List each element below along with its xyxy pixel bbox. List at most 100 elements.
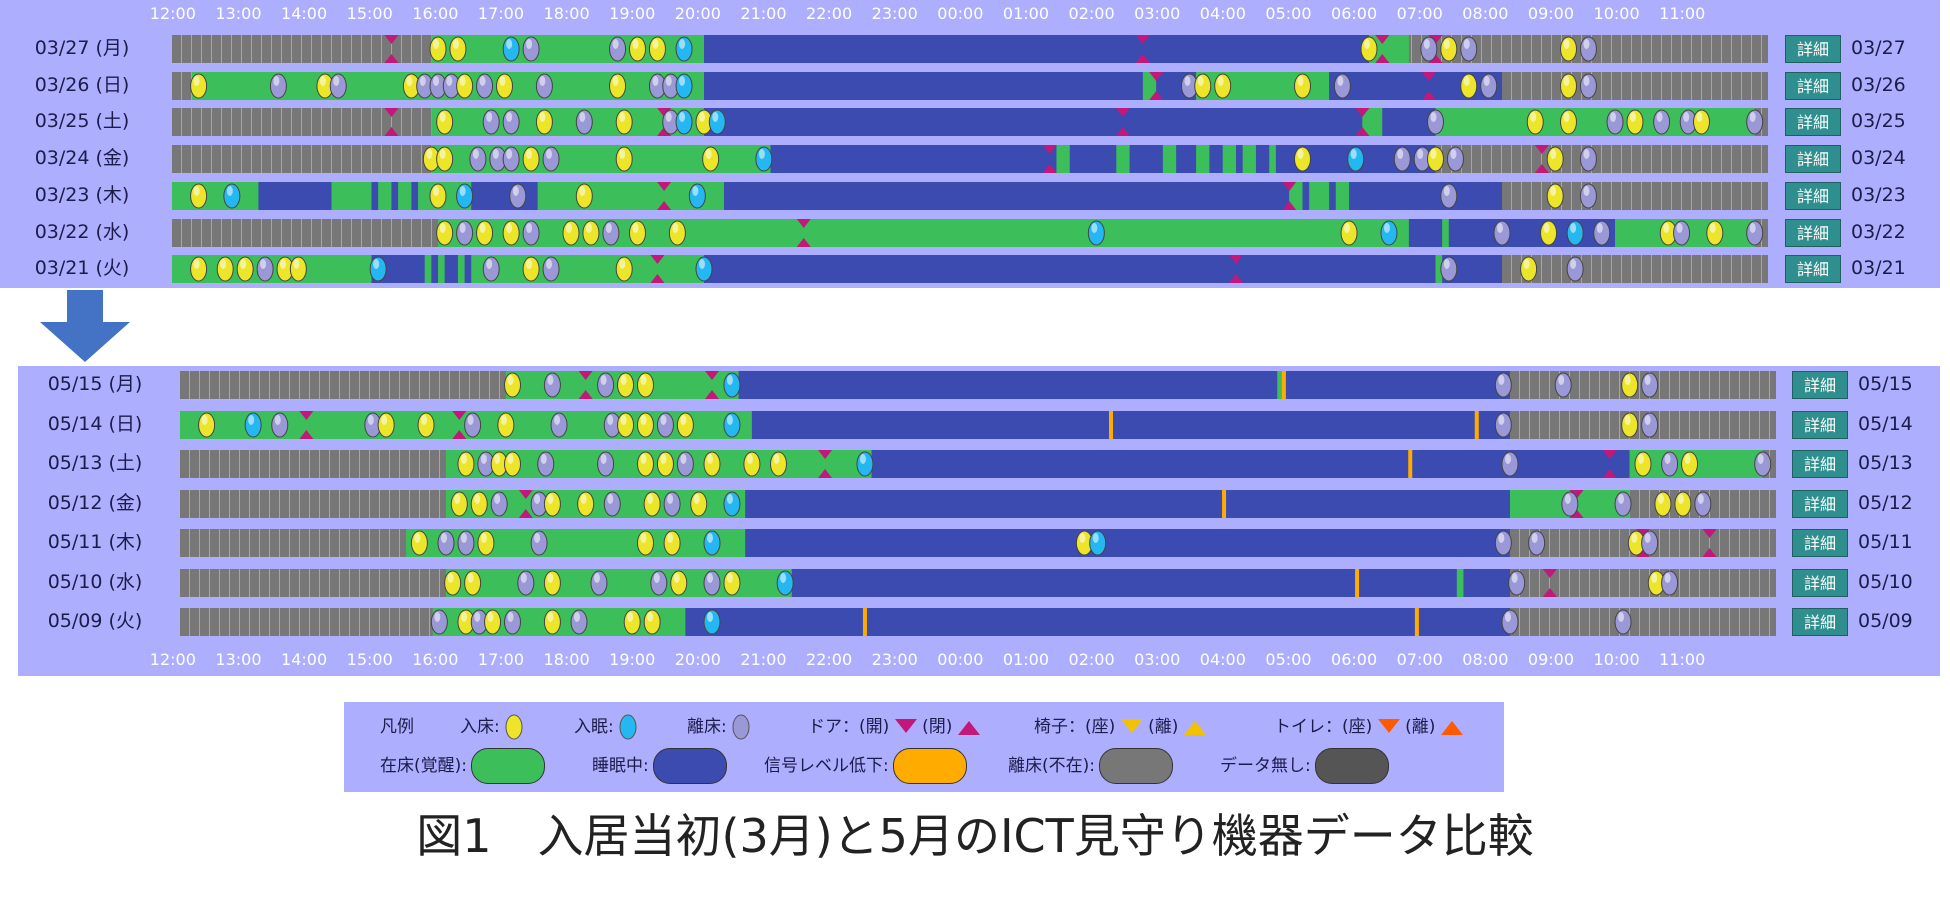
detail-button[interactable]: 詳細 xyxy=(1792,450,1848,478)
event-highlight xyxy=(707,612,713,622)
detail-button[interactable]: 詳細 xyxy=(1785,181,1841,210)
legend-nodata: データ無し: xyxy=(1220,748,1389,784)
event-highlight xyxy=(647,612,654,622)
event-highlight xyxy=(439,112,446,123)
event-highlight xyxy=(441,533,447,543)
sleep-segment xyxy=(1302,181,1310,210)
legend-toilet-off-label: (離) xyxy=(1405,717,1436,737)
event-highlight xyxy=(1463,75,1470,86)
door-open-mark xyxy=(384,35,399,44)
row-track xyxy=(172,218,1768,247)
inbed-icon xyxy=(505,714,523,740)
event-highlight xyxy=(220,259,227,270)
door-open-mark xyxy=(299,410,314,420)
door-close-mark xyxy=(299,429,314,439)
row-date-short: 03/27 xyxy=(1851,37,1906,59)
event-highlight xyxy=(526,39,533,49)
door-close-mark xyxy=(1428,54,1443,63)
x-tick-label: 07:00 xyxy=(1396,4,1443,23)
detail-button[interactable]: 詳細 xyxy=(1785,71,1841,100)
sleep-segment xyxy=(685,608,1510,636)
door-close-mark xyxy=(1602,469,1617,478)
detail-button[interactable]: 詳細 xyxy=(1785,218,1841,247)
detail-button[interactable]: 詳細 xyxy=(1785,255,1841,284)
detail-button[interactable]: 詳細 xyxy=(1792,608,1848,636)
awake-segment xyxy=(431,108,704,137)
legend-chair-label: 椅子：(座) xyxy=(1034,717,1116,737)
timeline-row: 03/23 (木) 詳細 03/23 xyxy=(0,179,1940,212)
awake-segment xyxy=(1056,145,1070,174)
detail-button[interactable]: 詳細 xyxy=(1792,489,1848,518)
event-highlight xyxy=(486,259,493,270)
sleep-segment xyxy=(745,489,1510,518)
event-highlight xyxy=(693,493,700,504)
door-open-mark xyxy=(1282,181,1297,191)
door-close-mark xyxy=(518,508,533,518)
event-highlight xyxy=(1430,149,1437,160)
row-date-short: 05/12 xyxy=(1858,491,1913,514)
event-highlight xyxy=(273,75,280,86)
legend-chair: 椅子：(座) (離) xyxy=(1034,712,1206,737)
door-close-mark xyxy=(705,390,719,399)
detail-button[interactable]: 詳細 xyxy=(1792,568,1848,597)
row-date-label: 05/11 (木) xyxy=(47,531,143,553)
row-plot xyxy=(406,529,1717,557)
event-highlight xyxy=(585,222,592,233)
awake-segment xyxy=(1442,218,1449,247)
event-highlight xyxy=(467,414,474,425)
event-highlight xyxy=(459,75,466,86)
event-highlight xyxy=(433,39,439,49)
awake-segment xyxy=(438,255,445,284)
detail-button[interactable]: 詳細 xyxy=(1792,371,1848,399)
event-highlight xyxy=(1583,75,1590,86)
row-plot xyxy=(384,108,1764,137)
event-highlight xyxy=(373,259,380,270)
legend-awake-label: 在床(覚醒): xyxy=(380,756,467,776)
leave-icon xyxy=(732,714,750,740)
event-highlight xyxy=(660,454,667,464)
door-open-mark xyxy=(452,410,467,420)
awake-segment xyxy=(1242,145,1256,174)
row-plot xyxy=(172,181,1597,210)
event-highlight xyxy=(459,185,466,196)
event-highlight xyxy=(1596,222,1603,233)
event-highlight xyxy=(459,222,466,233)
sleep-segment xyxy=(738,371,1510,399)
event-highlight xyxy=(439,149,446,160)
door-close-mark xyxy=(384,127,399,137)
event-highlight xyxy=(1297,75,1304,86)
event-highlight xyxy=(1543,222,1550,233)
event-highlight xyxy=(699,259,705,270)
detail-button[interactable]: 詳細 xyxy=(1785,108,1841,137)
detail-button[interactable]: 詳細 xyxy=(1785,35,1841,63)
x-tick-label: 06:00 xyxy=(1331,4,1378,23)
low-signal-mark xyxy=(1414,608,1419,636)
event-highlight xyxy=(480,533,487,543)
event-highlight xyxy=(1550,185,1557,196)
event-highlight xyxy=(539,75,546,86)
door-close-mark xyxy=(1702,548,1717,557)
row-date-short: 03/21 xyxy=(1851,257,1906,280)
detail-button[interactable]: 詳細 xyxy=(1792,529,1848,557)
detail-button[interactable]: 詳細 xyxy=(1792,410,1848,439)
door-close-mark xyxy=(1135,54,1150,63)
awake-segment xyxy=(1162,145,1177,174)
event-highlight xyxy=(547,572,554,583)
event-highlight xyxy=(1350,149,1357,160)
door-open-mark xyxy=(796,218,811,228)
x-tick-label: 19:00 xyxy=(609,650,656,669)
event-highlight xyxy=(333,75,340,86)
event-highlight xyxy=(640,454,647,464)
x-tick-label: 04:00 xyxy=(1199,650,1246,669)
sleep-segment xyxy=(1408,218,1616,247)
door-close-mark xyxy=(1149,90,1164,100)
x-tick-label: 18:00 xyxy=(543,4,590,23)
event-highlight xyxy=(506,222,513,233)
x-tick-label: 21:00 xyxy=(740,4,787,23)
detail-button[interactable]: 詳細 xyxy=(1785,145,1841,174)
event-highlight xyxy=(507,454,514,464)
toilet-leave-icon xyxy=(1440,721,1463,735)
legend-chair-off-label: (離) xyxy=(1148,717,1179,737)
x-tick-label: 01:00 xyxy=(1002,650,1049,669)
awake-segment xyxy=(438,218,1409,247)
